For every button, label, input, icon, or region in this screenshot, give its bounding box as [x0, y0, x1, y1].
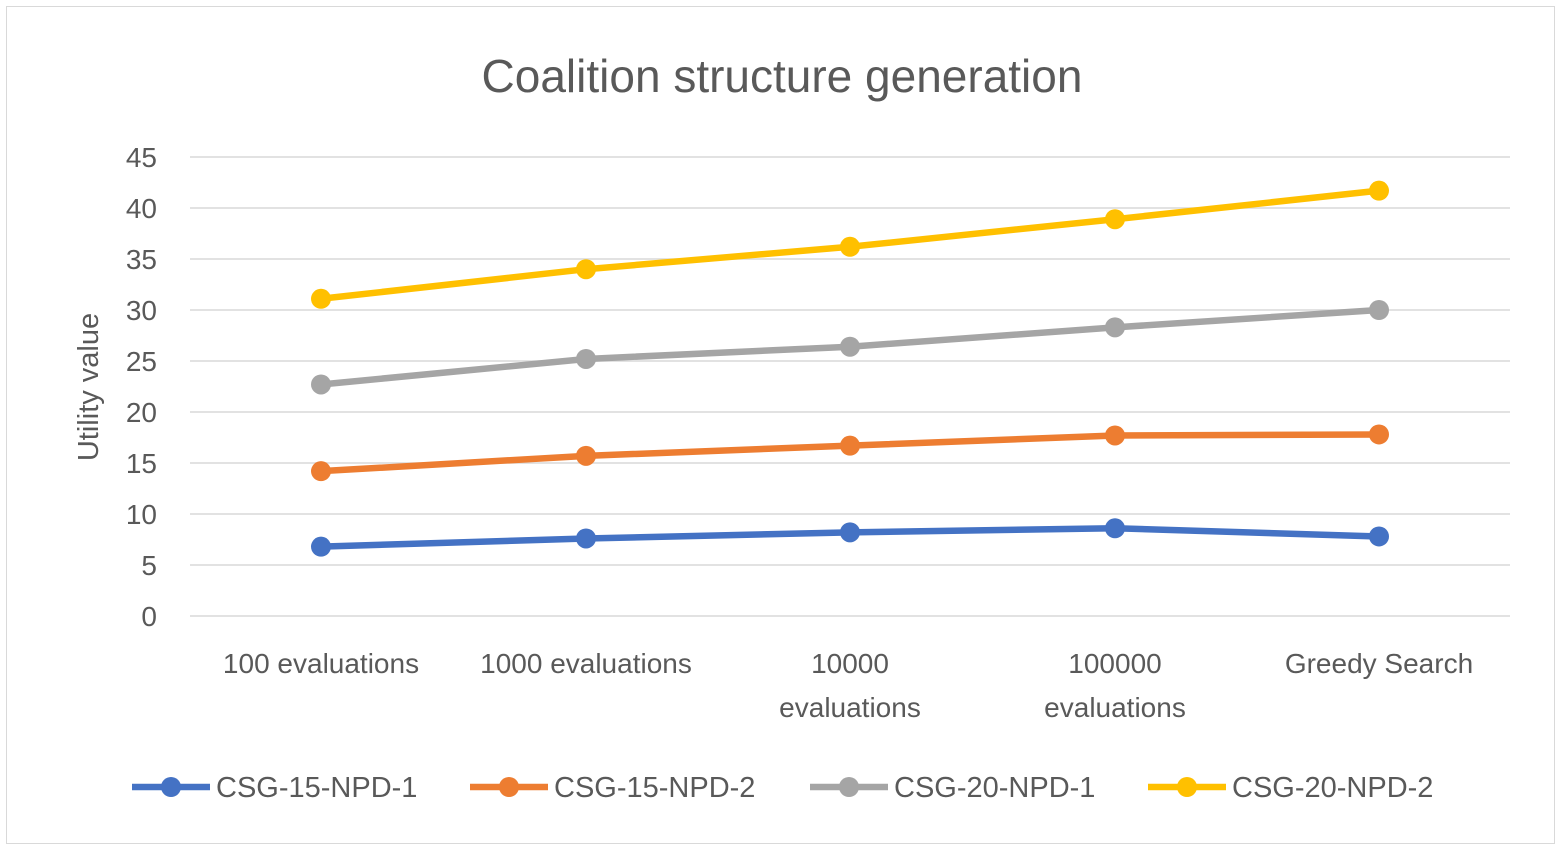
y-tick-label: 20 [126, 397, 157, 428]
data-point [840, 236, 860, 257]
y-tick-label: 45 [126, 142, 157, 173]
x-tick-label: 1000 evaluations [480, 648, 692, 679]
legend: CSG-15-NPD-1 CSG-15-NPD-2 CSG-20-NPD-1 CSG-… [132, 772, 1433, 804]
series-CSG-20-NPD-1 [311, 300, 1389, 395]
y-tick-label: 25 [126, 346, 157, 377]
x-axis-ticks: 100 evaluations 1000 evaluations 10000 eval… [223, 648, 1473, 723]
data-point [576, 528, 596, 549]
data-point [1369, 300, 1389, 320]
y-tick-label: 35 [126, 244, 157, 275]
y-tick-label: 10 [126, 499, 157, 530]
data-point [1105, 317, 1125, 338]
legend-item: CSG-20-NPD-1 [810, 772, 1095, 804]
y-tick-label: 40 [126, 193, 157, 224]
y-tick-label: 0 [141, 601, 157, 632]
data-point [576, 348, 596, 369]
chart-frame [6, 6, 1555, 844]
x-tick-label: 100 evaluations [223, 648, 419, 679]
data-point [1105, 425, 1125, 446]
data-point [576, 259, 596, 280]
y-tick-label: 5 [141, 550, 157, 581]
data-point [840, 522, 860, 543]
legend-item: CSG-15-NPD-2 [470, 772, 755, 804]
data-point [576, 445, 596, 466]
y-tick-label: 30 [126, 295, 157, 326]
chart-title: Coalition structure generation [482, 50, 1083, 102]
x-tick-label: evaluations [779, 692, 921, 723]
data-point [1369, 424, 1389, 445]
series-CSG-15-NPD-1 [311, 518, 1389, 557]
x-tick-label: evaluations [1044, 692, 1186, 723]
legend-label: CSG-15-NPD-2 [554, 772, 755, 804]
data-point [1369, 526, 1389, 547]
legend-item: CSG-15-NPD-1 [132, 772, 417, 804]
legend-marker [161, 777, 181, 797]
y-axis-ticks: 0 5 10 15 20 25 30 35 40 45 [126, 142, 157, 632]
legend-marker [499, 777, 519, 797]
legend-marker [839, 777, 859, 797]
y-axis-title: Utility value [73, 313, 105, 461]
legend-item: CSG-20-NPD-2 [1148, 772, 1433, 804]
legend-label: CSG-15-NPD-1 [216, 772, 417, 804]
data-point [840, 336, 860, 357]
data-point [1105, 518, 1125, 539]
data-point [311, 536, 331, 557]
legend-marker [1177, 777, 1197, 797]
series-CSG-15-NPD-2 [311, 424, 1389, 482]
series-CSG-20-NPD-2 [311, 180, 1389, 309]
data-point [840, 435, 860, 456]
data-point [1369, 180, 1389, 201]
x-tick-label: 10000 [811, 648, 889, 679]
data-point [1105, 209, 1125, 230]
x-tick-label: Greedy Search [1285, 648, 1473, 679]
data-point [311, 288, 331, 309]
series-layer [311, 180, 1389, 557]
data-point [311, 461, 331, 482]
x-tick-label: 100000 [1068, 648, 1161, 679]
gridlines [190, 156, 1510, 617]
data-point [311, 374, 331, 395]
y-tick-label: 15 [126, 448, 157, 479]
legend-label: CSG-20-NPD-2 [1232, 772, 1433, 804]
legend-label: CSG-20-NPD-1 [894, 772, 1095, 804]
